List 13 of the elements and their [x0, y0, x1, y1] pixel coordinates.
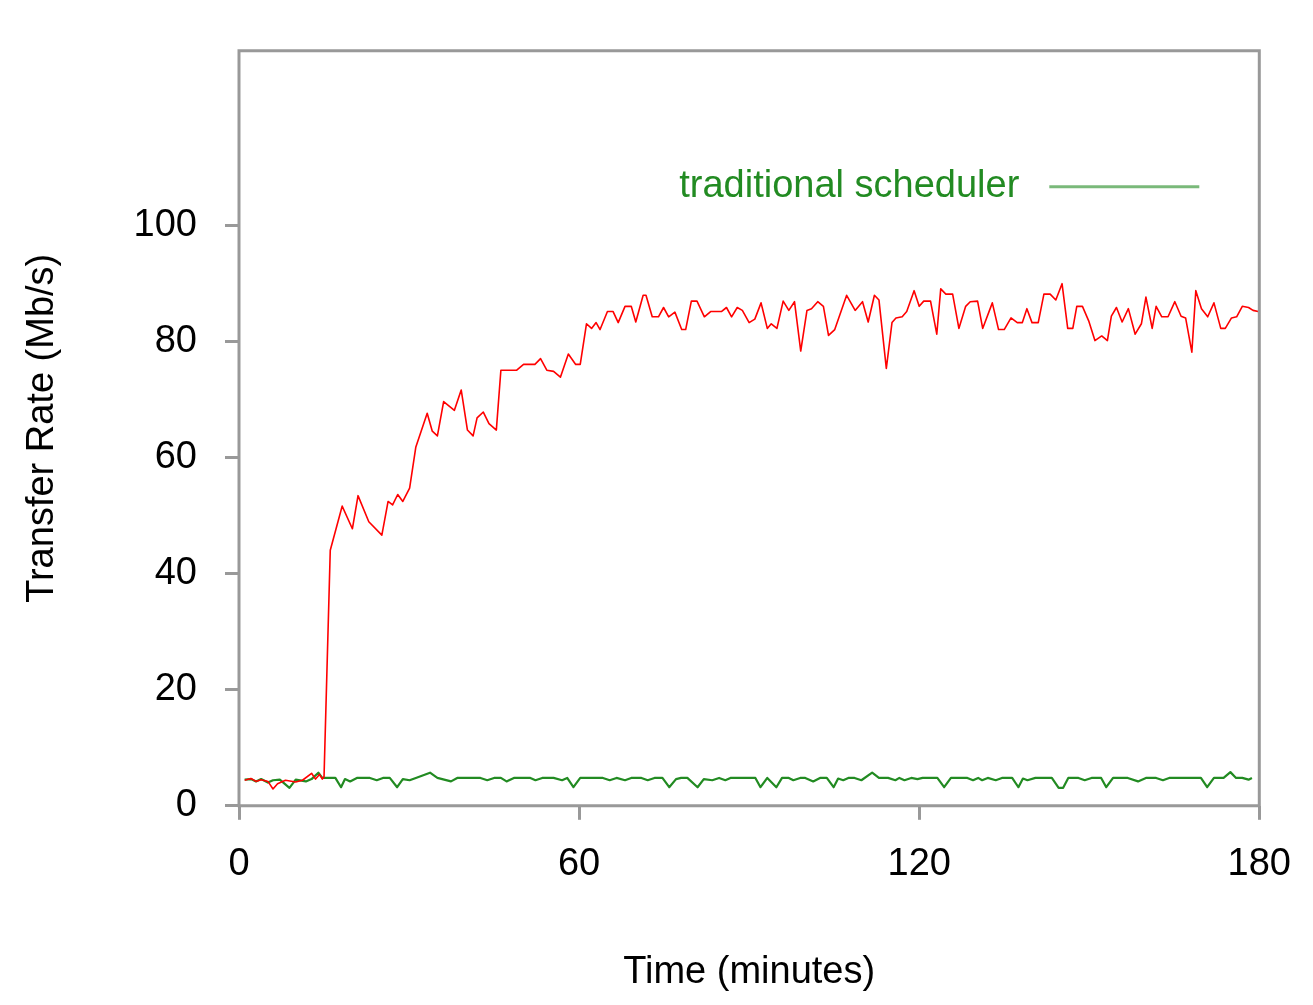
x-tick-label: 60 — [557, 841, 601, 884]
y-axis-title: Transfer Rate (Mb/s) — [19, 253, 62, 603]
y-tick-label: 20 — [154, 666, 197, 709]
x-tick-label: 0 — [228, 841, 250, 884]
y-tick-label: 100 — [133, 201, 197, 244]
y-tick-label: 0 — [175, 782, 197, 825]
x-tick-label: 180 — [1227, 841, 1291, 884]
y-tick-label: 80 — [154, 317, 197, 360]
legend-label: traditional scheduler — [679, 163, 1020, 206]
y-tick-label: 60 — [154, 433, 197, 476]
x-tick-label: 120 — [887, 841, 951, 884]
y-tick-label: 40 — [154, 549, 197, 592]
x-axis-title: Time (minutes) — [623, 948, 876, 991]
